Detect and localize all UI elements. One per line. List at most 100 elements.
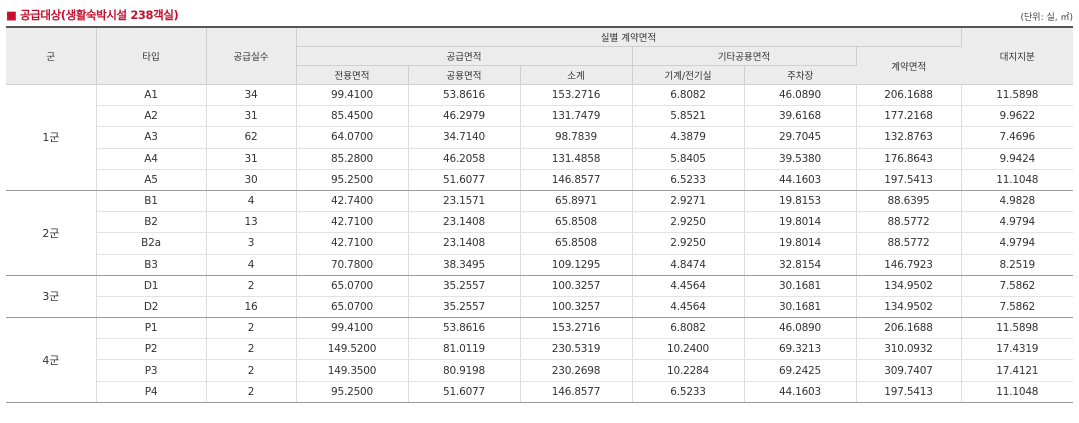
table-body: 1군 A1 34 99.4100 53.8616 153.2716 6.8082 46.089… — [6, 84, 1074, 403]
cell-land: 11.5898 — [961, 84, 1074, 107]
cell-exclusive: 149.3500 — [296, 359, 409, 382]
cell-exclusive: 99.4100 — [296, 317, 409, 340]
cell-subtotal: 131.4858 — [520, 148, 633, 170]
cell-exclusive: 65.0700 — [296, 296, 409, 319]
header-contract-area: 실별 계약면적 — [296, 26, 962, 47]
table-row: 2군 B1 4 42.7400 23.1571 65.8971 2.9271 19.8153 8… — [6, 190, 1074, 276]
cell-type: D1 — [96, 275, 207, 297]
cell-exclusive: 64.0700 — [296, 126, 409, 149]
cell-exclusive: 95.2500 — [296, 381, 409, 403]
cell-land: 4.9794 — [961, 232, 1074, 255]
footnote — [6, 416, 1073, 423]
cell-rooms: 31 — [206, 148, 297, 170]
header-supply-area: 공급면적 — [296, 46, 633, 66]
cell-type: B2a — [96, 232, 207, 255]
cell-subtotal: 65.8508 — [520, 211, 633, 234]
table-header: 군 타입 공급실수 실별 계약면적 대지지분 공급면적 기타공용면적 계약면적 … — [6, 26, 1074, 85]
cell-parking: 69.2425 — [744, 359, 857, 382]
table-row: P3 2 149.3500 80.9198 230.2698 10.2284 69.2425… — [6, 359, 1074, 382]
cell-mechanical: 10.2400 — [632, 338, 745, 361]
cell-type: A5 — [96, 169, 207, 191]
cell-mechanical: 5.8521 — [632, 105, 745, 128]
table-row: B2 13 42.7100 23.1408 65.8508 2.9250 19.8014 88… — [6, 211, 1074, 234]
cell-exclusive: 42.7100 — [296, 211, 409, 234]
cell-contract: 176.8643 — [856, 148, 962, 170]
cell-subtotal: 98.7839 — [520, 126, 633, 149]
cell-mechanical: 6.5233 — [632, 169, 745, 191]
cell-contract: 309.7407 — [856, 359, 962, 382]
cell-rooms: 30 — [206, 169, 297, 191]
cell-parking: 39.6168 — [744, 105, 857, 128]
cell-type: P3 — [96, 359, 207, 382]
cell-land: 4.9794 — [961, 211, 1074, 234]
cell-contract: 88.5772 — [856, 211, 962, 234]
cell-type: A2 — [96, 105, 207, 128]
cell-exclusive: 149.5200 — [296, 338, 409, 361]
cell-contract: 177.2168 — [856, 105, 962, 128]
cell-rooms: 2 — [206, 317, 297, 340]
cell-rooms: 34 — [206, 84, 297, 107]
cell-contract: 206.1688 — [856, 317, 962, 340]
cell-rooms: 16 — [206, 296, 297, 319]
cell-common: 35.2557 — [408, 275, 521, 297]
cell-contract: 197.5413 — [856, 169, 962, 191]
cell-parking: 19.8014 — [744, 211, 857, 234]
group-name-cell: 4군 — [6, 317, 97, 403]
group-name-cell: 3군 — [6, 275, 97, 319]
cell-type: B1 — [96, 190, 207, 213]
cell-type: A3 — [96, 126, 207, 149]
cell-common: 51.6077 — [408, 381, 521, 403]
cell-land: 17.4319 — [961, 338, 1074, 361]
cell-parking: 44.1603 — [744, 169, 857, 191]
header-exclusive: 전용면적 — [296, 65, 409, 85]
cell-common: 51.6077 — [408, 169, 521, 191]
cell-land: 7.5862 — [961, 296, 1074, 319]
header-other-common: 기타공용면적 — [632, 46, 857, 66]
group-name-cell: 1군 — [6, 84, 97, 191]
cell-parking: 30.1681 — [744, 275, 857, 297]
cell-subtotal: 230.5319 — [520, 338, 633, 361]
cell-parking: 32.8154 — [744, 254, 857, 276]
cell-contract: 88.6395 — [856, 190, 962, 213]
cell-mechanical: 4.8474 — [632, 254, 745, 276]
cell-common: 46.2979 — [408, 105, 521, 128]
cell-exclusive: 70.7800 — [296, 254, 409, 276]
cell-mechanical: 5.8405 — [632, 148, 745, 170]
cell-type: P2 — [96, 338, 207, 361]
cell-parking: 29.7045 — [744, 126, 857, 149]
cell-common: 23.1571 — [408, 190, 521, 213]
cell-contract: 206.1688 — [856, 84, 962, 107]
cell-subtotal: 65.8508 — [520, 232, 633, 255]
cell-land: 11.1048 — [961, 381, 1074, 403]
title-bar: ■ 공급대상(생활숙박시설 238객실) (단위: 실, ㎡) — [6, 6, 1073, 24]
cell-contract: 132.8763 — [856, 126, 962, 149]
cell-rooms: 4 — [206, 190, 297, 213]
cell-parking: 46.0890 — [744, 317, 857, 340]
cell-parking: 44.1603 — [744, 381, 857, 403]
table-row: A3 62 64.0700 34.7140 98.7839 4.3879 29.7045 13… — [6, 126, 1074, 149]
cell-land: 4.9828 — [961, 190, 1074, 213]
cell-subtotal: 230.2698 — [520, 359, 633, 382]
cell-land: 17.4121 — [961, 359, 1074, 382]
cell-mechanical: 2.9271 — [632, 190, 745, 213]
header-type: 타입 — [96, 26, 207, 85]
cell-mechanical: 4.4564 — [632, 296, 745, 319]
table-row: A4 31 85.2800 46.2058 131.4858 5.8405 39.5380 1… — [6, 148, 1074, 170]
cell-exclusive: 65.0700 — [296, 275, 409, 297]
cell-common: 53.8616 — [408, 84, 521, 107]
header-mechanical: 기계/전기실 — [632, 65, 745, 85]
cell-parking: 19.8153 — [744, 190, 857, 213]
cell-rooms: 2 — [206, 381, 297, 403]
table-row: 3군 D1 2 65.0700 35.2557 100.3257 4.4564 30.1681… — [6, 275, 1074, 319]
cell-type: P4 — [96, 381, 207, 403]
cell-contract: 134.9502 — [856, 275, 962, 297]
cell-contract: 146.7923 — [856, 254, 962, 276]
cell-exclusive: 99.4100 — [296, 84, 409, 107]
header-group: 군 — [6, 26, 97, 85]
cell-common: 38.3495 — [408, 254, 521, 276]
cell-mechanical: 4.3879 — [632, 126, 745, 149]
cell-contract: 197.5413 — [856, 381, 962, 403]
table-row: B3 4 70.7800 38.3495 109.1295 4.8474 32.8154 14… — [6, 254, 1074, 276]
cell-common: 35.2557 — [408, 296, 521, 319]
cell-contract: 310.0932 — [856, 338, 962, 361]
